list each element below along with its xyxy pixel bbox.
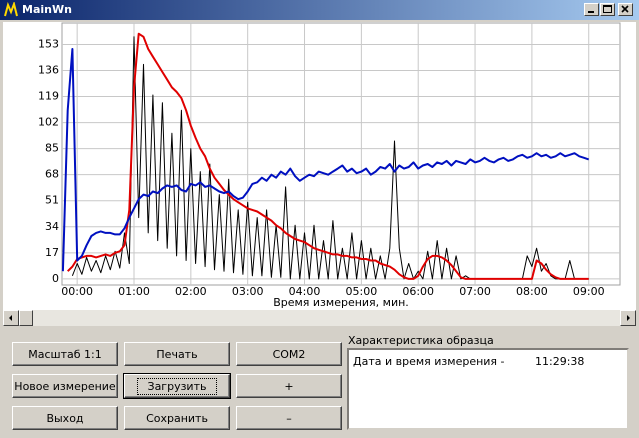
- x-tick-label: 04:00: [289, 285, 321, 298]
- y-tick-label: 0: [52, 272, 59, 285]
- button[interactable]: –: [236, 406, 342, 430]
- panel-title: Характеристика образца: [348, 334, 494, 347]
- scroll-left[interactable]: [3, 310, 19, 326]
- button-label: Новое измерение: [14, 379, 116, 393]
- scroll-right[interactable]: [620, 310, 636, 326]
- y-tick-label: 34: [45, 220, 59, 233]
- y-tick-label: 136: [38, 63, 59, 76]
- info-value: 11:29:38: [535, 355, 585, 368]
- maximize-button[interactable]: [600, 3, 615, 16]
- button-label: COM2: [272, 347, 306, 361]
- y-tick-label: 85: [45, 142, 59, 155]
- x-tick-label: 08:00: [516, 285, 548, 298]
- button[interactable]: Печать: [124, 342, 230, 366]
- x-tick-label: 01:00: [118, 285, 150, 298]
- button[interactable]: Сохранить: [124, 406, 230, 430]
- app-icon: [4, 2, 18, 17]
- y-tick-label: 17: [45, 246, 59, 259]
- x-axis-label: Время измерения, мин.: [273, 296, 409, 309]
- minimize-button[interactable]: [584, 3, 599, 16]
- button-label: Масштаб 1:1: [28, 347, 102, 361]
- button[interactable]: +: [236, 374, 342, 398]
- button-label: Выход: [46, 411, 84, 425]
- button-label: –: [286, 411, 292, 425]
- sample-info-box: Дата и время измерения - 11:29:38: [347, 348, 629, 430]
- x-tick-label: 03:00: [232, 285, 264, 298]
- data-line: [67, 32, 589, 280]
- button-label: Загрузить: [136, 377, 218, 395]
- button-label: Сохранить: [146, 411, 208, 425]
- info-label: Дата и время измерения -: [353, 355, 505, 368]
- button[interactable]: COM2: [236, 342, 342, 366]
- button-label: Печать: [156, 347, 198, 361]
- button-label: +: [284, 379, 294, 393]
- chart: 0 17 34 51 68 85 102 119 136 153 00:00 01:00 02:00 03…: [3, 22, 636, 310]
- x-tick-label: 06:00: [402, 285, 434, 298]
- y-tick-label: 102: [38, 116, 59, 129]
- scroll-thumb[interactable]: [19, 310, 33, 326]
- x-tick-label: 02:00: [175, 285, 207, 298]
- x-tick-label: 05:00: [346, 285, 378, 298]
- data-line: [61, 48, 590, 272]
- button[interactable]: Загрузить: [123, 373, 231, 399]
- button[interactable]: Новое измерение: [12, 374, 118, 398]
- y-tick-label: 51: [45, 194, 59, 207]
- button[interactable]: Выход: [12, 406, 118, 430]
- close-button[interactable]: [618, 3, 633, 16]
- y-tick-label: 119: [38, 90, 59, 103]
- title-bar: MainWn: [0, 0, 639, 20]
- horizontal-scrollbar[interactable]: [3, 310, 636, 326]
- button[interactable]: Масштаб 1:1: [12, 342, 118, 366]
- y-tick-label: 68: [45, 168, 59, 181]
- x-tick-label: 07:00: [459, 285, 491, 298]
- y-tick-label: 153: [38, 37, 59, 50]
- x-tick-label: 09:00: [573, 285, 605, 298]
- x-tick-label: 00:00: [61, 285, 93, 298]
- window-title: MainWn: [22, 3, 72, 16]
